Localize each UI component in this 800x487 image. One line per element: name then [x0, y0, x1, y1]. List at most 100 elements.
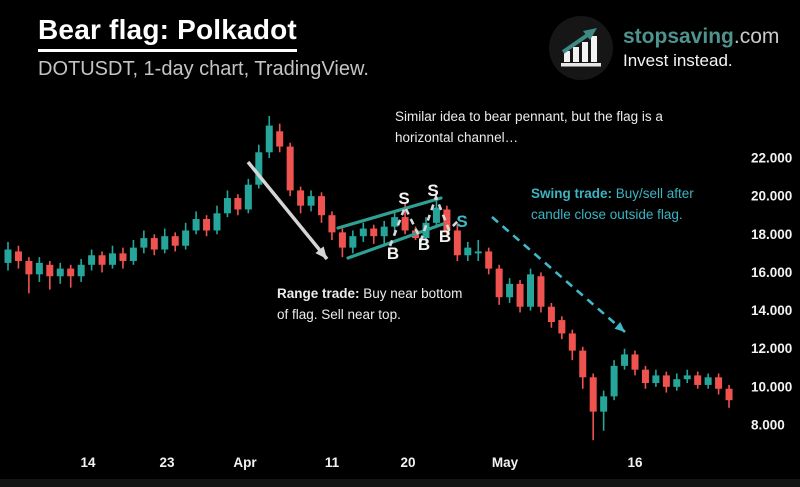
- logo-brand: stopsaving: [623, 25, 734, 48]
- candle-up: [683, 375, 691, 380]
- swing-trade-note: Swing trade: Buy/sell after candle close…: [531, 183, 723, 225]
- candle-up: [56, 268, 64, 277]
- header: Bear flag: Polkadot DOTUSDT, 1-day chart…: [38, 14, 369, 81]
- candle-down: [276, 131, 284, 147]
- candle-down: [98, 255, 106, 265]
- candle-up: [129, 247, 137, 261]
- price-tick-label: 10.000: [751, 379, 792, 394]
- time-tick-label: 16: [627, 455, 643, 470]
- candle-up: [600, 396, 608, 412]
- candle-up: [380, 226, 388, 237]
- candle-down: [25, 260, 33, 275]
- candle-up: [349, 236, 357, 248]
- candle-down: [453, 230, 461, 256]
- logo-circle: [549, 16, 613, 80]
- range-trade-label: Range trade:: [277, 286, 360, 301]
- candle-down: [516, 283, 524, 307]
- candle-down: [547, 306, 555, 323]
- swing-trade-text: Buy/sell after candle close outside flag…: [531, 186, 694, 222]
- range-trade-note: Range trade: Buy near bottom of flag. Se…: [277, 283, 477, 325]
- candle-up: [35, 262, 43, 275]
- candle-up: [621, 354, 629, 366]
- candle-down: [558, 320, 566, 334]
- candle-down: [318, 196, 325, 216]
- candle-up: [109, 253, 116, 265]
- candle-down: [537, 276, 545, 307]
- logo-text: stopsaving.com Invest instead.: [623, 25, 779, 71]
- candle-up: [88, 255, 96, 265]
- candle-down: [297, 190, 305, 206]
- buy-marker: B: [387, 244, 399, 263]
- up-arrow-icon: [561, 28, 597, 54]
- candle-down: [401, 217, 409, 231]
- candle-up: [432, 207, 440, 223]
- candle-up: [4, 249, 12, 263]
- price-tick-label: 12.000: [751, 341, 792, 356]
- candle-down: [67, 268, 75, 277]
- price-tick-label: 22.000: [751, 151, 792, 166]
- price-tick-label: 18.000: [751, 227, 792, 242]
- candle-up: [464, 247, 472, 256]
- candle-up: [140, 238, 148, 248]
- candle-down: [485, 251, 493, 269]
- sell-marker: S: [427, 181, 438, 200]
- growth-bars-icon: [561, 28, 601, 67]
- candle-down: [171, 236, 179, 246]
- logo-tagline: Invest instead.: [623, 51, 733, 70]
- candle-up: [610, 365, 618, 397]
- candle-up: [265, 125, 273, 153]
- swing-trade-label: Swing trade:: [531, 186, 613, 201]
- time-tick-label: 23: [159, 455, 175, 470]
- swing-arrow: [491, 216, 626, 333]
- bottom-strip: [0, 479, 800, 487]
- page-subtitle: DOTUSDT, 1-day chart, TradingView.: [38, 58, 369, 80]
- flagpole-arrowhead: [315, 246, 327, 259]
- candle-down: [338, 232, 346, 248]
- candle-down: [46, 264, 54, 277]
- candle-up: [506, 283, 514, 298]
- candle-down: [495, 268, 503, 298]
- candle-up: [527, 274, 534, 307]
- logo-wordmark: stopsaving.com: [623, 25, 779, 49]
- candle-down: [119, 253, 127, 261]
- candle-down: [443, 209, 451, 231]
- buy-marker: B: [439, 227, 451, 246]
- candle-down: [579, 350, 587, 378]
- time-tick-label: 14: [80, 455, 96, 470]
- time-tick-label: 20: [400, 455, 415, 470]
- candle-up: [161, 236, 169, 250]
- time-tick-label: Apr: [233, 455, 257, 470]
- price-tick-label: 20.000: [751, 189, 792, 204]
- candle-down: [234, 198, 242, 210]
- candle-down: [725, 388, 733, 401]
- price-tick-label: 8.000: [751, 417, 785, 432]
- pattern-note: Similar idea to bear pennant, but the fl…: [395, 109, 663, 145]
- candle-up: [213, 213, 221, 231]
- time-tick-label: 11: [325, 455, 340, 470]
- candle-up: [182, 230, 190, 246]
- candle-up: [223, 198, 231, 214]
- candle-up: [359, 228, 367, 237]
- candle-down: [641, 369, 649, 384]
- candle-down: [568, 333, 576, 351]
- candle-down: [631, 354, 639, 370]
- candle-down: [286, 146, 294, 191]
- candle-up: [474, 251, 482, 254]
- flagpole-arrow: [246, 160, 329, 261]
- logo-domain: .com: [733, 25, 780, 48]
- price-tick-label: 16.000: [751, 265, 792, 280]
- candle-down: [14, 251, 22, 261]
- swing-arrowhead: [614, 322, 625, 332]
- zigzag-path: [388, 193, 459, 247]
- candle-down: [662, 375, 670, 387]
- candle-up: [307, 196, 315, 206]
- candle-down: [150, 238, 158, 250]
- price-tick-label: 14.000: [751, 303, 792, 318]
- sell-marker: S: [398, 189, 409, 208]
- candle-down: [715, 377, 723, 389]
- candle-up: [255, 152, 263, 185]
- page-title: Bear flag: Polkadot: [38, 14, 297, 52]
- buy-marker: B: [418, 235, 430, 254]
- candle-up: [77, 264, 85, 277]
